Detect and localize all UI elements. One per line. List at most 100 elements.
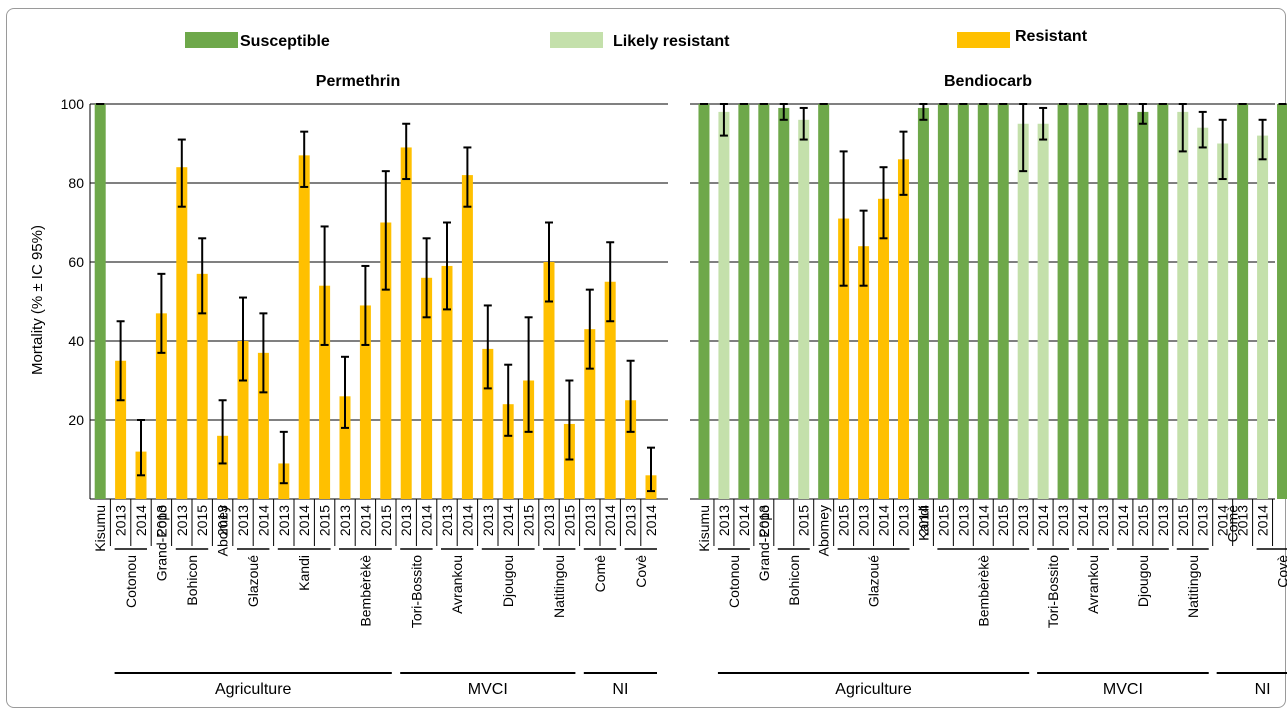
year-tick-label: 2015 xyxy=(317,505,333,536)
site-label: Covè xyxy=(633,555,649,588)
year-tick-label: 2014 xyxy=(255,505,271,536)
bar xyxy=(196,273,208,499)
site-label: Grand-Popo xyxy=(153,505,169,581)
site-label: Bembèrèkè xyxy=(357,555,373,627)
bar xyxy=(858,246,870,499)
bar xyxy=(778,107,790,499)
year-tick-label: 2013 xyxy=(756,505,772,536)
site-label: Kisumu xyxy=(92,505,108,552)
bar xyxy=(155,313,167,499)
year-tick-label: 2014 xyxy=(296,505,312,536)
year-tick-label: 2013 xyxy=(582,505,598,536)
site-label: Kisumu xyxy=(696,505,712,552)
bar xyxy=(319,285,331,499)
bar xyxy=(878,198,890,500)
site-label: Comè xyxy=(1225,505,1241,543)
site-label: Grand-Popo xyxy=(756,505,772,581)
year-tick-label: 2013 xyxy=(716,505,732,536)
legend-swatch-resistant xyxy=(957,32,1010,48)
bar xyxy=(1197,127,1209,499)
year-tick-label: 2013 xyxy=(623,505,639,536)
bar xyxy=(400,147,412,499)
bar xyxy=(523,380,535,499)
bar xyxy=(502,404,514,499)
year-tick-label: 2013 xyxy=(215,505,231,536)
bar xyxy=(1117,104,1129,499)
y-tick-label: 100 xyxy=(61,96,85,112)
bar xyxy=(1017,123,1029,499)
bar xyxy=(957,104,969,499)
bar xyxy=(1217,143,1229,499)
year-tick-label: 2013 xyxy=(955,505,971,536)
bar xyxy=(718,111,730,500)
bar xyxy=(217,435,229,499)
bar xyxy=(937,104,949,499)
year-tick-label: 2014 xyxy=(1115,505,1131,536)
year-tick-label: 2014 xyxy=(1255,505,1271,536)
site-label: Tori-Bossito xyxy=(408,555,424,628)
site-label: Bembèrèkè xyxy=(975,555,991,627)
legend-label-likely-resistant: Likely resistant xyxy=(613,33,730,50)
site-label: Natitingou xyxy=(1185,555,1201,618)
bar xyxy=(738,104,750,499)
group-label: NI xyxy=(612,681,628,698)
year-tick-label: 2013 xyxy=(1195,505,1211,536)
legend: Susceptible Likely resistant Resistant xyxy=(185,28,1088,50)
y-tick-label: 40 xyxy=(68,333,84,349)
bar xyxy=(604,281,616,499)
legend-label-susceptible: Susceptible xyxy=(240,33,330,50)
site-label: Abomey xyxy=(215,505,231,556)
bar xyxy=(977,104,989,499)
year-tick-label: 2015 xyxy=(796,505,812,536)
bar xyxy=(1237,104,1249,499)
figure-frame xyxy=(6,8,1286,708)
year-tick-label: 2013 xyxy=(1155,505,1171,536)
year-tick-label: 2013 xyxy=(276,505,292,536)
bar xyxy=(176,167,188,499)
group-label: NI xyxy=(1255,681,1271,698)
bar xyxy=(798,119,810,500)
bar xyxy=(441,265,453,499)
site-label: Avrankou xyxy=(1085,555,1101,614)
site-label: Bohicon xyxy=(184,555,200,606)
year-tick-label: 2014 xyxy=(1035,505,1051,536)
year-tick-label: 2013 xyxy=(174,505,190,536)
year-tick-label: 2014 xyxy=(643,505,659,536)
year-tick-label: 2015 xyxy=(561,505,577,536)
site-label: Tori-Bossito xyxy=(1045,555,1061,628)
year-tick-label: 2013 xyxy=(1055,505,1071,536)
bar xyxy=(897,159,909,500)
bar xyxy=(543,262,555,499)
year-tick-label: 2013 xyxy=(895,505,911,536)
bar xyxy=(115,360,127,499)
site-label: Comè xyxy=(592,555,608,593)
site-label: Djougou xyxy=(500,555,516,607)
bar xyxy=(257,352,269,499)
bar xyxy=(1137,111,1149,500)
bar xyxy=(237,341,249,499)
year-tick-label: 2014 xyxy=(602,505,618,536)
year-tick-label: 2013 xyxy=(439,505,455,536)
year-tick-label: 2013 xyxy=(113,505,129,536)
bar xyxy=(563,423,575,499)
y-tick-label: 20 xyxy=(68,412,84,428)
bar xyxy=(1277,104,1287,499)
bar xyxy=(1077,104,1089,499)
bar xyxy=(1177,111,1189,500)
year-tick-label: 2013 xyxy=(153,505,169,536)
year-tick-label: 2013 xyxy=(1095,505,1111,536)
bar xyxy=(1257,135,1269,499)
legend-label-resistant: Resistant xyxy=(1015,28,1088,45)
year-tick-label: 2015 xyxy=(1135,505,1151,536)
year-tick-label: 2015 xyxy=(1175,505,1191,536)
year-tick-label: 2015 xyxy=(378,505,394,536)
bar xyxy=(758,104,770,499)
year-tick-label: 2014 xyxy=(915,505,931,536)
y-tick-label: 80 xyxy=(68,175,84,191)
year-tick-label: 2014 xyxy=(133,505,149,536)
bar xyxy=(1037,123,1049,499)
bar xyxy=(1157,104,1169,499)
bar xyxy=(359,305,371,499)
y-tick-label: 60 xyxy=(68,254,84,270)
